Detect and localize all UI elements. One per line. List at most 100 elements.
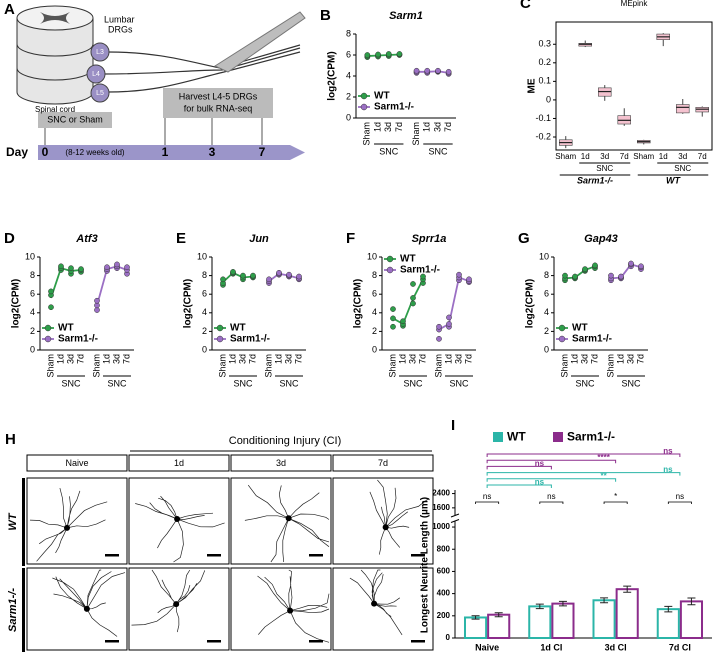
x-tick-label: Sham [263, 354, 273, 378]
bar [528, 605, 552, 640]
replicate-dot [410, 281, 416, 287]
comparison-bracket [486, 459, 617, 464]
micrograph [26, 477, 128, 565]
column-header-box [26, 454, 128, 472]
drg [90, 83, 110, 103]
x-tick-label: 1d [101, 354, 111, 364]
group-label: SNC [621, 378, 641, 388]
connector [164, 118, 263, 145]
y-axis-label: log2(CPM) [183, 279, 194, 328]
y-tick-label: 0 [544, 344, 549, 354]
neurite [131, 569, 206, 633]
x-tick-label: 1d [55, 354, 65, 364]
error-bar [558, 600, 567, 607]
panel-label: F [346, 230, 355, 247]
error-bar [535, 603, 544, 610]
y-tick-label: 0 [546, 94, 551, 104]
axis-break [450, 513, 460, 523]
group-label: SNC [596, 164, 613, 173]
x-tick-label: 7d [394, 122, 404, 132]
legend-dot [216, 335, 224, 343]
y-tick-label: 8 [346, 28, 351, 38]
scale-bar [105, 554, 119, 557]
x-tick-label: 7d [121, 354, 131, 364]
x-tick-label: 3d [600, 152, 609, 161]
x-tick-label: 7d CI [669, 642, 691, 652]
panel-label: E [176, 230, 186, 247]
row-frame [22, 478, 25, 566]
x-tick-label: 3d [625, 354, 635, 364]
replicate-dot [114, 261, 120, 268]
soma [83, 605, 90, 612]
micrograph [332, 477, 434, 565]
micrograph [230, 567, 332, 651]
x-tick-label: 1d [569, 354, 579, 364]
legend-label: WT [230, 323, 246, 334]
pair-bracket [539, 501, 564, 504]
pair-test-label: ns [676, 492, 684, 501]
mean-line [438, 276, 470, 331]
x-tick-label: 1d CI [540, 642, 562, 652]
legend-dot [558, 335, 566, 343]
y-tick-label: 0.3 [538, 39, 551, 49]
y-tick-label: 0.1 [538, 76, 551, 86]
start-box [38, 112, 112, 128]
x-tick-label: 1d [659, 152, 668, 161]
scale-bar [411, 640, 425, 643]
replicate-dot [375, 51, 381, 58]
x-tick-label: Sham [633, 152, 654, 161]
x-tick-label: Sham [362, 122, 372, 146]
replicate-dot [230, 269, 236, 275]
error-bar [664, 605, 673, 613]
y-axis-label: log2(CPM) [353, 279, 364, 328]
y-tick-label: -0.2 [535, 131, 551, 141]
y-tick-label: 0 [346, 112, 351, 122]
y-tick-label: 0 [202, 344, 207, 354]
nerves [103, 44, 301, 93]
y-tick-label: 0 [30, 344, 35, 354]
column-header-box [230, 454, 332, 472]
day: 7 [259, 145, 266, 159]
series-label: Sarm1-/- [577, 175, 613, 185]
x-tick-label: 1d [581, 152, 590, 161]
x-tick-label: 3d [407, 354, 417, 364]
x-tick-label: 7d [635, 354, 645, 364]
y-tick-label: 8 [202, 270, 207, 280]
lumbar-label: Lumbar [104, 14, 135, 24]
mean-line [222, 271, 254, 283]
y-tick-label: 4 [346, 70, 351, 80]
bar [487, 613, 511, 640]
replicate-dot [286, 271, 292, 278]
legend-swatch [553, 432, 563, 442]
x-tick-label: 7d [417, 354, 427, 364]
column-header: 3d [276, 458, 286, 468]
spine-diagram [16, 5, 306, 160]
soma [64, 524, 71, 531]
y-tick-label: 6 [544, 289, 549, 299]
comparison-bracket [486, 453, 681, 457]
drg [86, 64, 106, 84]
group-label: SNC [279, 378, 299, 388]
scale-bar [105, 640, 119, 643]
start-box-label: SNC or Sham [47, 114, 103, 124]
y-tick-label: 8 [544, 270, 549, 280]
x-tick-label: Sham [387, 354, 397, 378]
x-tick-label: Sham [45, 354, 55, 378]
chart-title: MEpink [621, 0, 649, 8]
replicate-dot [400, 318, 406, 325]
spinal-cord-body [16, 18, 94, 105]
harvest-label: Harvest L4-5 DRGs [179, 91, 258, 101]
comparison-bracket [486, 478, 617, 482]
chart-title: Gap43 [584, 233, 618, 245]
mean-line [96, 265, 128, 306]
legend-label: WT [374, 91, 390, 102]
replicate-dot [390, 323, 396, 330]
x-tick-label: 3d [678, 152, 687, 161]
row-label: WT [7, 512, 19, 530]
neurite [135, 495, 225, 563]
replicate-dot [396, 51, 403, 57]
pair-test-label: * [614, 492, 617, 501]
chart-title: Sprr1a [412, 233, 447, 245]
micrograph [230, 477, 332, 565]
x-tick-label: 3d [283, 354, 293, 364]
